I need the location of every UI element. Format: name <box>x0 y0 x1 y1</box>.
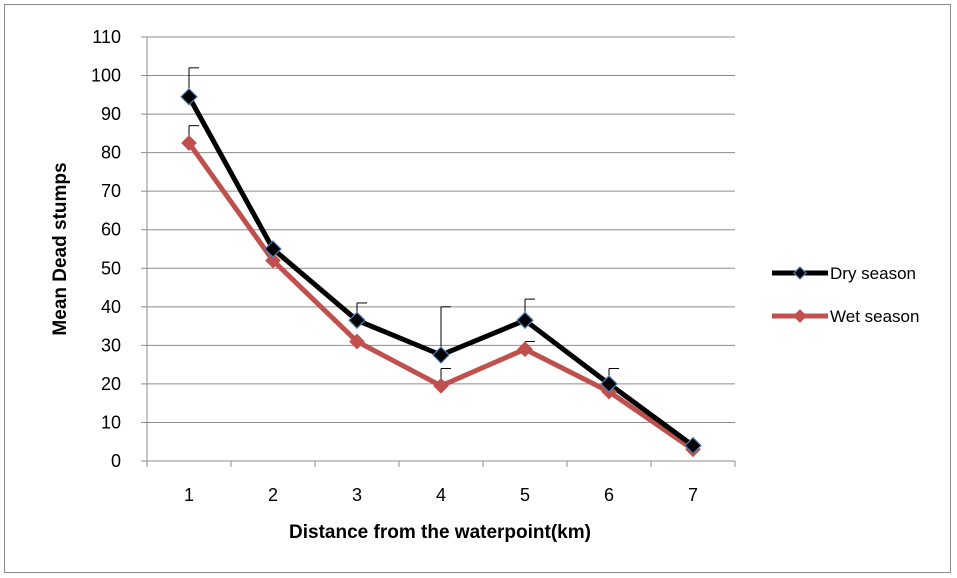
data-point-wet-season <box>181 135 197 151</box>
axes <box>141 36 736 467</box>
y-tick-label: 30 <box>101 335 121 355</box>
data-point-dry-season <box>600 375 618 393</box>
y-tick-labels: 0 10 20 30 40 50 60 70 80 90 100 110 <box>91 27 121 471</box>
legend-marker <box>793 266 807 280</box>
x-tick-label: 7 <box>688 485 698 505</box>
chart-frame <box>4 4 951 573</box>
y-tick-label: 80 <box>101 143 121 163</box>
data-series <box>180 87 702 458</box>
x-tick-label: 5 <box>520 485 530 505</box>
x-tick-label: 1 <box>184 485 194 505</box>
data-point-dry-season <box>432 346 450 364</box>
data-point-wet-season <box>349 333 365 350</box>
data-point-wet-season <box>517 341 533 358</box>
y-tick-label: 0 <box>111 451 121 471</box>
data-point-dry-season <box>348 311 366 330</box>
x-tick-label: 6 <box>604 485 614 505</box>
y-tick-label: 50 <box>101 258 121 278</box>
data-point-dry-season <box>684 436 702 455</box>
x-tick-labels: 1 2 3 4 5 6 7 <box>184 485 698 505</box>
series-line-wet-season <box>186 141 695 452</box>
x-tick-label: 4 <box>436 485 446 505</box>
legend: Dry season Wet season <box>772 264 919 326</box>
y-tick-label: 60 <box>101 220 121 240</box>
legend-label: Dry season <box>830 264 916 283</box>
y-tick-label: 20 <box>101 374 121 394</box>
data-point-wet-season <box>433 377 449 394</box>
legend-label: Wet season <box>830 307 919 326</box>
data-point-dry-season <box>264 240 282 258</box>
y-tick-label: 10 <box>101 412 121 432</box>
data-point-dry-season <box>180 87 198 106</box>
data-point-wet-season <box>265 252 281 269</box>
y-tick-label: 70 <box>101 181 121 201</box>
y-axis-title: Mean Dead stumps <box>50 162 71 335</box>
y-tick-label: 100 <box>91 66 121 86</box>
gridlines <box>147 36 735 423</box>
data-point-dry-season <box>516 311 534 330</box>
legend-marker <box>793 309 807 323</box>
x-tick-label: 2 <box>268 485 278 505</box>
y-tick-label: 90 <box>101 104 121 124</box>
x-axis-title: Distance from the waterpoint(km) <box>289 522 591 543</box>
y-tick-label: 110 <box>92 27 121 47</box>
y-tick-label: 40 <box>101 297 121 317</box>
x-tick-label: 3 <box>352 485 362 505</box>
